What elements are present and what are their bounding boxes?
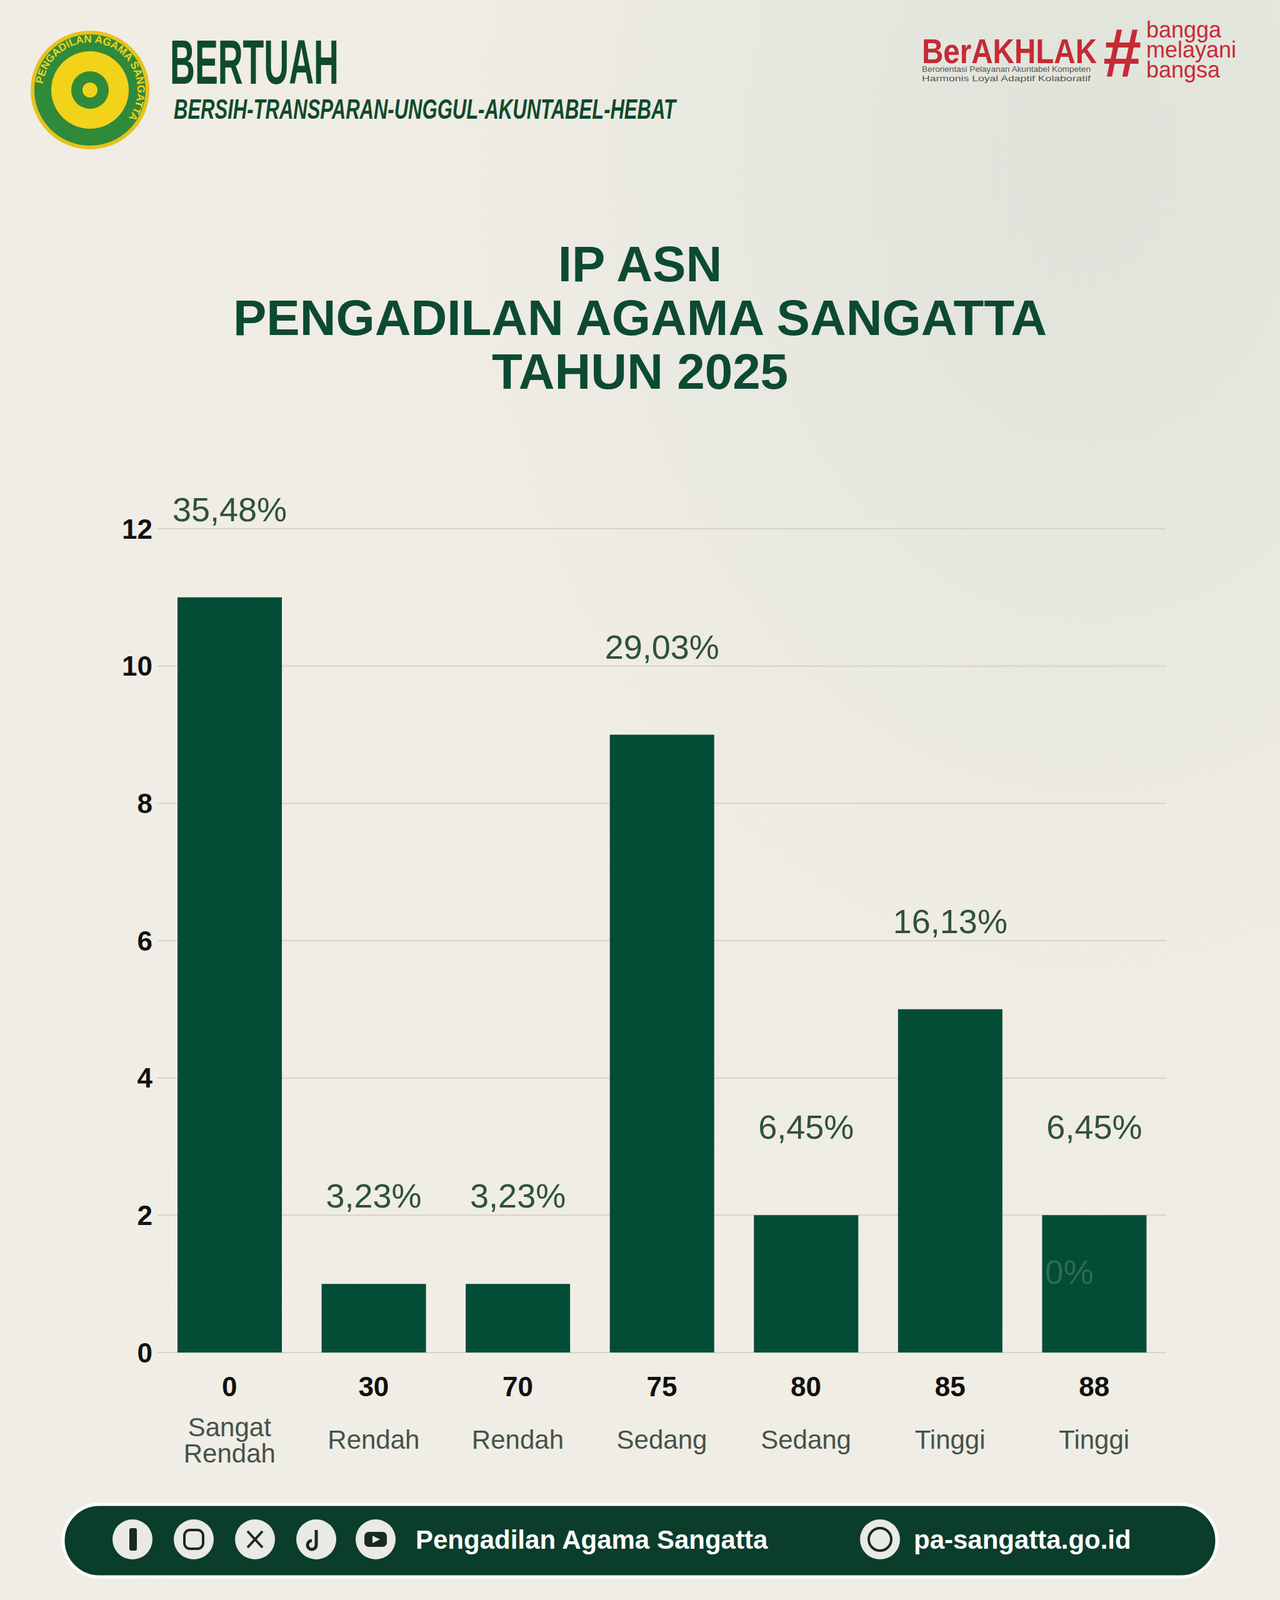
- svg-text:Tinggi: Tinggi: [915, 1425, 986, 1455]
- svg-text:BERTUAH: BERTUAH: [170, 26, 339, 97]
- svg-text:30: 30: [358, 1371, 389, 1402]
- svg-text:bangga: bangga: [1146, 16, 1222, 43]
- svg-text:88: 88: [1078, 1371, 1110, 1402]
- svg-text:29,03%: 29,03%: [605, 628, 720, 666]
- svg-text:PENGADILAN AGAMA SANGATTA: PENGADILAN AGAMA SANGATTA: [33, 33, 147, 124]
- html-text:PENGADILAN AGAMA SANGATTA: PENGADILAN AGAMA SANGATTA: [233, 290, 1047, 346]
- svg-text:Rendah: Rendah: [183, 1438, 276, 1469]
- svg-text:0: 0: [137, 1337, 153, 1369]
- svg-text:Harmonis Loyal Adaptif Kolabor: Harmonis Loyal Adaptif Kolaboratif: [921, 73, 1092, 84]
- svg-text:12: 12: [121, 513, 153, 545]
- svg-text:Sedang: Sedang: [616, 1425, 708, 1455]
- svg-text:10: 10: [121, 650, 153, 682]
- svg-text:4: 4: [137, 1062, 154, 1094]
- html-text:TAHUN 2025: TAHUN 2025: [491, 343, 789, 400]
- svg-text:bangsa: bangsa: [1146, 56, 1221, 83]
- svg-text:Berorientasi Pelayanan Akuntab: Berorientasi Pelayanan Akuntabel Kompete…: [921, 64, 1091, 74]
- svg-text:Sangat: Sangat: [188, 1412, 272, 1442]
- svg-text:Rendah: Rendah: [471, 1425, 564, 1455]
- svg-text:35,48%: 35,48%: [172, 490, 287, 529]
- svg-text:80: 80: [790, 1371, 822, 1402]
- svg-text:#: #: [1103, 13, 1142, 91]
- svg-text:16,13%: 16,13%: [893, 902, 1008, 940]
- svg-text:Tinggi: Tinggi: [1058, 1425, 1130, 1455]
- svg-text:Rendah: Rendah: [327, 1425, 420, 1455]
- svg-text:70: 70: [502, 1371, 534, 1402]
- svg-text:melayani: melayani: [1146, 36, 1237, 63]
- svg-text:Pengadilan Agama Sangatta: Pengadilan Agama Sangatta: [415, 1525, 769, 1555]
- svg-text:8: 8: [137, 788, 153, 819]
- svg-text:pa-sangatta.go.id: pa-sangatta.go.id: [913, 1525, 1132, 1555]
- svg-text:BerAKHLAK: BerAKHLAK: [921, 31, 1128, 71]
- svg-text:6,45%: 6,45%: [758, 1108, 854, 1146]
- svg-text:BERSIH-TRANSPARAN-UNGGUL-AKUNT: BERSIH-TRANSPARAN-UNGGUL-AKUNTABEL-HEBAT: [173, 93, 677, 125]
- svg-text:2: 2: [137, 1200, 153, 1231]
- svg-text:75: 75: [646, 1371, 678, 1402]
- html-text:0%: 0%: [1044, 1253, 1094, 1291]
- svg-text:3,23%: 3,23%: [326, 1176, 422, 1215]
- svg-text:85: 85: [935, 1371, 966, 1402]
- html-text:IP ASN: IP ASN: [558, 236, 722, 292]
- svg-text:6: 6: [137, 925, 153, 957]
- svg-text:Sedang: Sedang: [760, 1425, 852, 1455]
- svg-text:3,23%: 3,23%: [470, 1176, 566, 1215]
- svg-text:6,45%: 6,45%: [1046, 1108, 1142, 1146]
- svg-text:0: 0: [221, 1371, 237, 1402]
